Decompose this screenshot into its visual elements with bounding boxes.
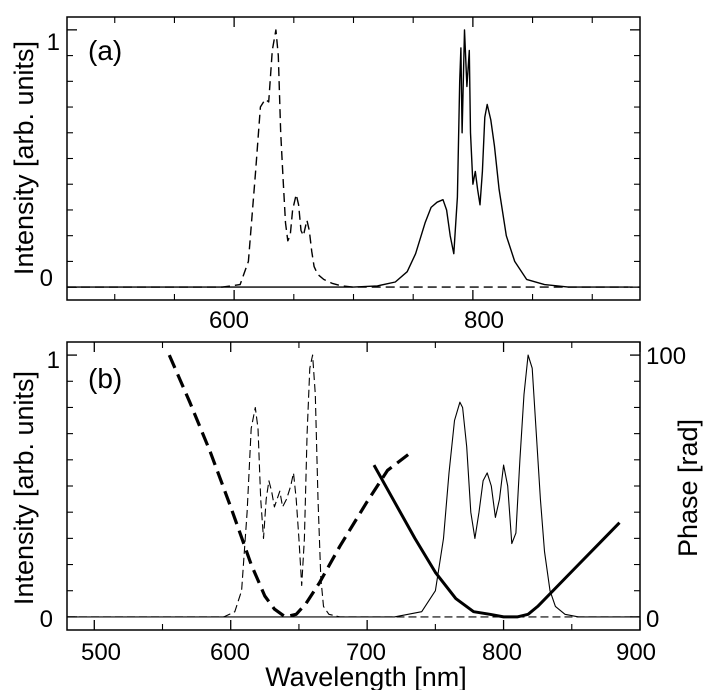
- panel-b-xtick-label-800: 800: [482, 639, 522, 666]
- panel-b-ylabel: Intensity [arb. units]: [9, 371, 39, 605]
- panel-a-ylabel: Intensity [arb. units]: [9, 41, 39, 275]
- panel-b-ticks: [67, 342, 641, 630]
- panel-b-ytick-right-label-0: 0: [646, 606, 659, 633]
- panel-b-xtick-label-600: 600: [210, 639, 250, 666]
- panel-a-series-1-solid-line: [67, 29, 629, 288]
- panel-a-xtick-label-800: 800: [464, 307, 504, 334]
- panel-a-plot-frame: [66, 16, 641, 301]
- panel-b-xtick-label-500: 500: [81, 639, 121, 666]
- panel-a-series: [67, 29, 640, 288]
- panel-b-xtick-label-700: 700: [346, 639, 386, 666]
- panel-b-series-3-thick-solid-line: [372, 464, 621, 619]
- panel-a-ytick-label-0: 0: [40, 265, 53, 292]
- panel-a-tag: (a): [88, 35, 122, 66]
- panel-a: (a) Intensity [arb. units] 600 800 0 1: [9, 16, 641, 334]
- panel-a-xtick-label-600: 600: [209, 307, 249, 334]
- panel-b-series: [67, 354, 640, 619]
- panel-a-series-0-dashed-line: [67, 29, 640, 288]
- panel-b-ytick-label-0: 0: [40, 606, 53, 633]
- panel-b: (b) Intensity [arb. units] Phase [rad] W…: [9, 341, 703, 690]
- panel-a-ticks: [67, 17, 640, 300]
- panel-b-plot-frame: [66, 341, 641, 631]
- panel-b-ytick-right-label-100: 100: [646, 343, 686, 370]
- panel-b-xtick-label-900: 900: [616, 639, 656, 666]
- panel-b-ytick-label-1: 1: [47, 347, 60, 374]
- panel-b-tag: (b): [88, 363, 122, 394]
- panel-b-series-1-thin-solid-line: [67, 354, 640, 618]
- panel-b-xlabel: Wavelength [nm]: [265, 662, 467, 690]
- panel-b-series-2-thick-dashed-line: [167, 354, 410, 619]
- panel-b-series-0-thin-dashed-line: [67, 354, 640, 618]
- panel-b-ylabel-right: Phase [rad]: [673, 419, 703, 557]
- panel-a-ytick-label-1: 1: [47, 29, 60, 56]
